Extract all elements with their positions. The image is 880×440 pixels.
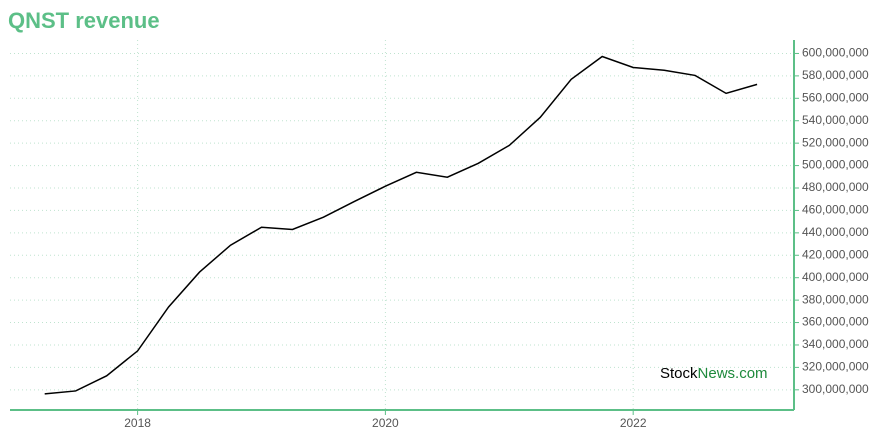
y-tick-label: 380,000,000 bbox=[802, 292, 869, 306]
y-tick-label: 600,000,000 bbox=[802, 46, 869, 60]
y-tick-label: 560,000,000 bbox=[802, 90, 869, 104]
y-tick-label: 440,000,000 bbox=[802, 225, 869, 239]
y-tick-label: 320,000,000 bbox=[802, 360, 869, 374]
y-tick-label: 400,000,000 bbox=[802, 270, 869, 284]
chart-title: QNST revenue bbox=[8, 8, 160, 33]
x-tick-label: 2020 bbox=[372, 416, 399, 430]
y-tick-label: 500,000,000 bbox=[802, 158, 869, 172]
y-tick-label: 480,000,000 bbox=[802, 180, 869, 194]
y-tick-label: 520,000,000 bbox=[802, 135, 869, 149]
watermark-part: Stock bbox=[660, 365, 698, 382]
watermark-part: News.com bbox=[698, 365, 768, 382]
y-tick-label: 300,000,000 bbox=[802, 382, 869, 396]
line-series bbox=[44, 55, 758, 395]
x-tick-label: 2018 bbox=[124, 416, 151, 430]
y-tick-label: 420,000,000 bbox=[802, 247, 869, 261]
x-tick-label: 2022 bbox=[620, 416, 647, 430]
watermark: StockNews.com bbox=[660, 365, 768, 382]
y-tick-label: 580,000,000 bbox=[802, 68, 869, 82]
y-tick-label: 460,000,000 bbox=[802, 203, 869, 217]
y-tick-label: 360,000,000 bbox=[802, 315, 869, 329]
y-tick-label: 540,000,000 bbox=[802, 113, 869, 127]
y-tick-label: 340,000,000 bbox=[802, 337, 869, 351]
